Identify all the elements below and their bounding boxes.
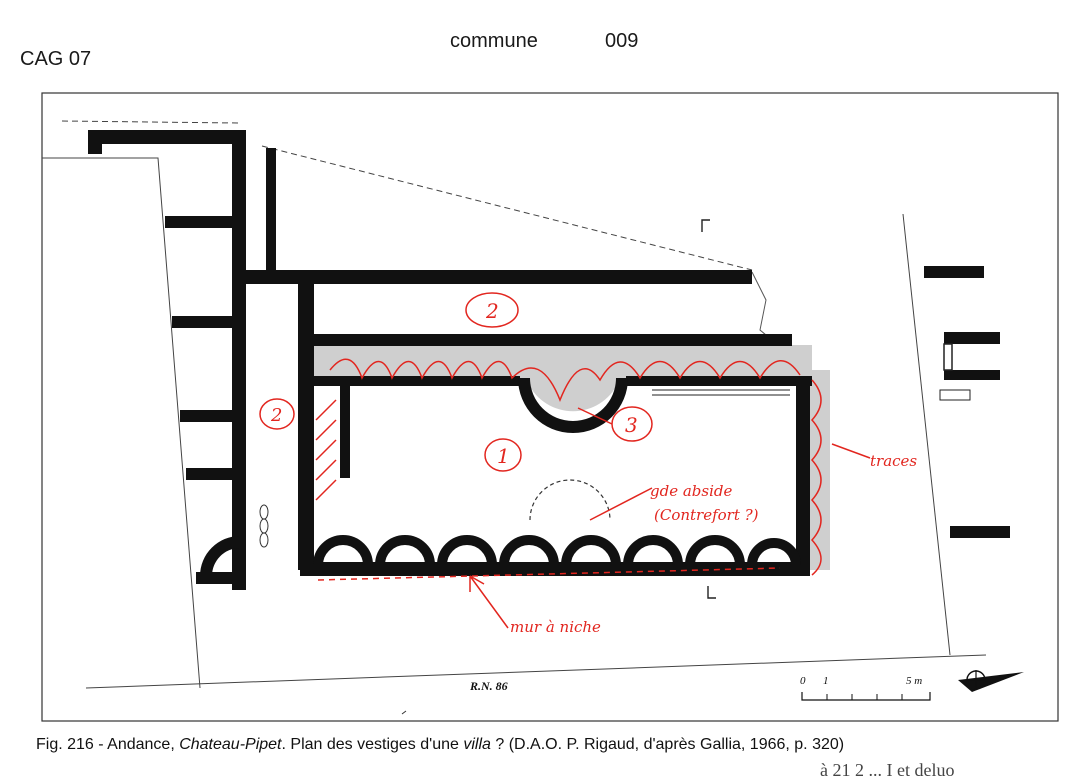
- wall-right-4: [950, 526, 1010, 538]
- wall-top-left-stub: [88, 130, 102, 154]
- wall-right-2: [944, 332, 1000, 344]
- wall-vertical-2: [266, 148, 276, 276]
- caption-site: Chateau-Pipet: [179, 736, 282, 753]
- label-room-2-top: 2: [485, 299, 499, 323]
- wall-cross-2: [172, 316, 235, 328]
- arrow-apse: [589, 487, 653, 521]
- red-labels: 2 2 1 3 gde abside (Contrefort ?) traces…: [270, 299, 917, 636]
- chain-marks: [259, 504, 269, 548]
- circle-room-1: [484, 438, 522, 472]
- road-line: [85, 654, 987, 689]
- niche: [499, 535, 559, 566]
- zigzag-right: [810, 379, 822, 576]
- caption-suffix: ? (D.A.O. P. Rigaud, d'après Gallia, 196…: [490, 736, 845, 753]
- dashed-top-left: [61, 120, 239, 124]
- wall-long-top: [246, 270, 752, 284]
- hatch: [315, 419, 337, 441]
- scale-bar: 0 1 5 m: [800, 675, 931, 701]
- walls: [88, 130, 1010, 590]
- note-right: traces: [870, 452, 917, 470]
- note-bottom: mur à niche: [510, 618, 601, 636]
- shaded-apse: [528, 383, 618, 412]
- dashed-red-bottom: [317, 567, 781, 581]
- niche: [375, 535, 435, 566]
- scale-tick-5: 5 m: [906, 675, 922, 687]
- red-annotations: [259, 292, 871, 629]
- wall-main-left: [298, 284, 314, 570]
- niche: [747, 538, 801, 566]
- wall-bottom: [300, 562, 810, 576]
- caption-mid: . Plan des vestiges d'une: [281, 736, 464, 753]
- wall-left-vertical: [232, 130, 246, 590]
- plan-frame: [41, 92, 1059, 722]
- niche: [561, 535, 621, 566]
- section-marker-bottom: [707, 586, 716, 599]
- figure-caption: Fig. 216 - Andance, Chateau-Pipet. Plan …: [36, 736, 844, 754]
- caption-prefix: Fig. 216 - Andance,: [36, 736, 180, 753]
- header-cag: CAG 07: [20, 48, 92, 70]
- scale-tick-1: 1: [823, 675, 829, 687]
- niche: [685, 535, 745, 566]
- road-label: R.N. 86: [469, 679, 508, 693]
- zigzag-corridor: [329, 358, 801, 403]
- header-commune-label: commune: [450, 30, 538, 52]
- circle-room-2-top: [465, 292, 519, 328]
- wall-inner-vertical: [340, 386, 350, 478]
- circle-room-2-left: [259, 398, 295, 430]
- niche: [623, 535, 683, 566]
- wall-right-frame: [943, 343, 953, 371]
- wall-corridor-top: [312, 334, 792, 346]
- wall-corridor-bottom-left: [312, 376, 520, 386]
- hatch: [315, 479, 337, 501]
- dashed-top-diagonal: [261, 145, 753, 271]
- label-room-1: 1: [497, 444, 510, 468]
- wall-corridor-bottom-right: [626, 376, 812, 386]
- niche: [313, 535, 373, 566]
- wall-small-apse: [200, 536, 240, 576]
- right-boundary-line: [902, 213, 951, 656]
- wall-top-left: [88, 130, 246, 144]
- wall-right-1: [924, 266, 984, 278]
- arrow-bottom: [469, 575, 509, 629]
- niche-row: [313, 535, 801, 566]
- note-contrefort: (Contrefort ?): [654, 506, 759, 524]
- left-boundary-line: [42, 157, 201, 689]
- arrow-right: [831, 443, 871, 459]
- section-marker-top: [701, 219, 710, 232]
- wall-right-vertical: [796, 378, 810, 574]
- wall-small-apse-base: [196, 572, 240, 584]
- cut-text: à 21 2 ... I et deluo: [820, 760, 955, 780]
- wall-cross-4: [186, 468, 235, 480]
- dashed-apse: [529, 479, 611, 521]
- hatch: [315, 459, 337, 481]
- scale-line: [801, 692, 931, 701]
- wall-right-3: [944, 370, 1000, 380]
- note-apse: gde abside: [650, 482, 732, 500]
- caption-villa: villa: [463, 736, 491, 753]
- scale-tick-0: 0: [800, 675, 806, 687]
- wall-cross-3: [180, 410, 235, 422]
- niche: [437, 535, 497, 566]
- label-room-2-left: 2: [270, 405, 282, 426]
- north-arrow-icon: [958, 670, 1024, 692]
- hatch: [315, 399, 337, 421]
- leader-room-3: [577, 407, 613, 425]
- hatch: [315, 439, 337, 461]
- wall-right-small-rect: [939, 389, 971, 401]
- wall-cross-1: [165, 216, 235, 228]
- header-commune-number: 009: [605, 30, 639, 52]
- label-room-3: 3: [625, 413, 638, 437]
